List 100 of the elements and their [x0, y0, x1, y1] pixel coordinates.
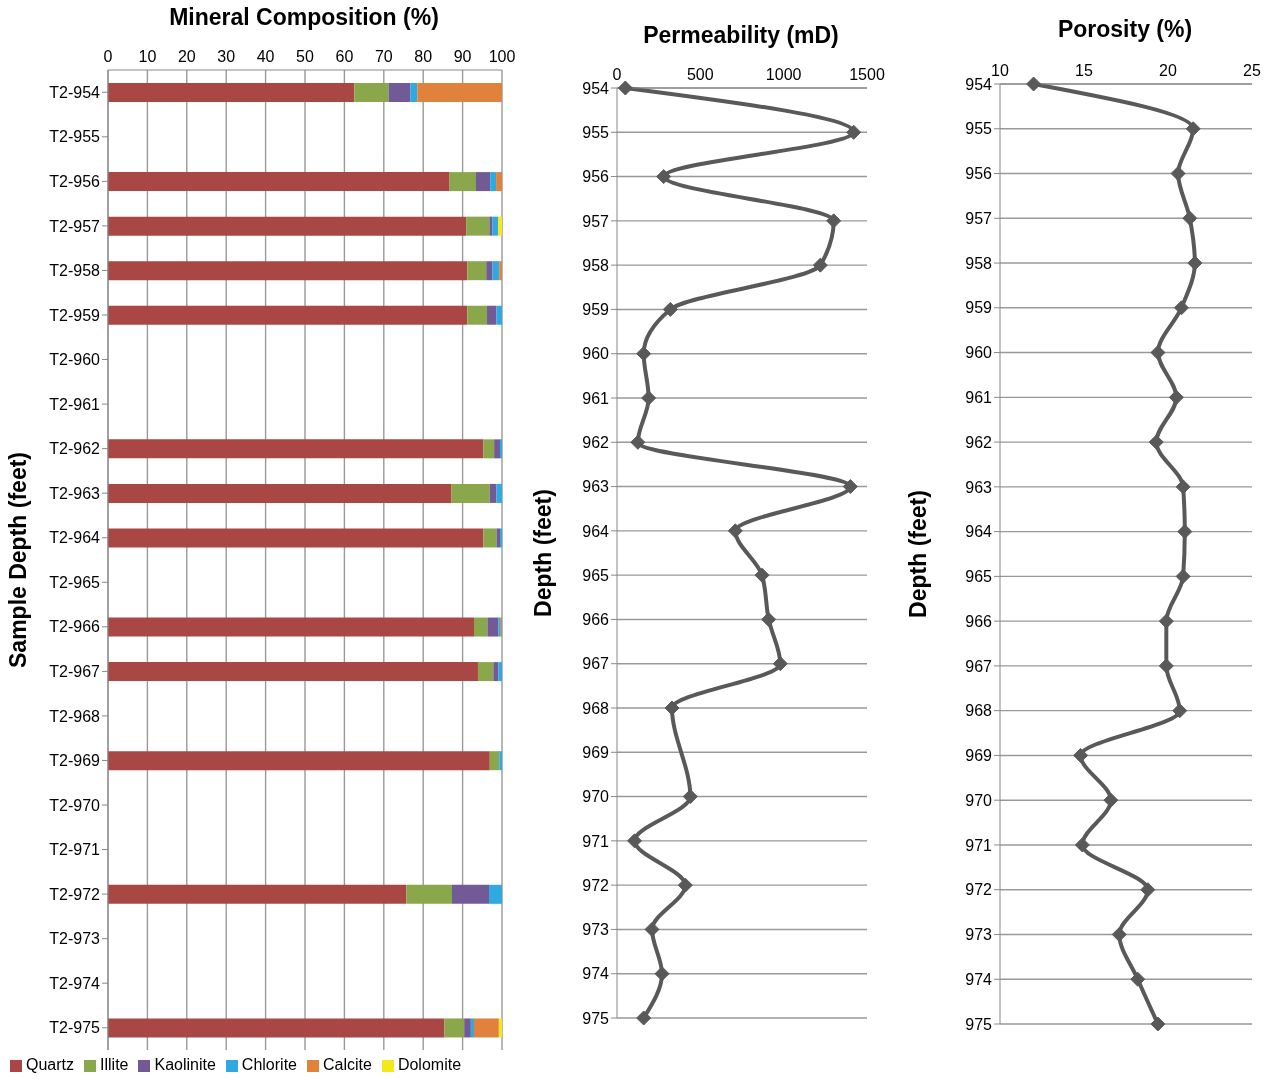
y-tick-label: T2-973	[49, 930, 101, 948]
point	[662, 301, 678, 317]
bar	[490, 172, 497, 192]
chart-title: Porosity (%)	[1056, 16, 1194, 43]
y-tick-label: T2-966	[49, 618, 101, 636]
y-tick-label: 969	[582, 743, 610, 761]
bar	[487, 305, 497, 325]
x-tick-label: 100	[488, 48, 516, 65]
y-tick-label: 966	[582, 611, 610, 629]
y-tick-label: T2-969	[49, 752, 101, 770]
y-tick-label: 963	[965, 478, 993, 496]
y-tick-label: 967	[582, 655, 610, 673]
point	[1175, 568, 1191, 584]
x-tick-label: 80	[414, 48, 433, 65]
y-tick-label: T2-959	[49, 306, 101, 324]
y-axis-title: Depth (feet)	[530, 489, 557, 617]
bar	[496, 528, 501, 548]
bar	[498, 1018, 502, 1038]
point	[846, 124, 862, 140]
legend-label: Calcite	[322, 1056, 372, 1073]
y-tick-label: 973	[582, 921, 610, 939]
bar	[108, 617, 475, 637]
point	[1074, 837, 1090, 853]
x-tick-label: 500	[686, 66, 714, 83]
bar	[108, 1018, 445, 1038]
chart-title: Permeability (mD)	[642, 22, 840, 49]
bar	[487, 617, 499, 637]
point	[754, 567, 770, 583]
bar	[496, 483, 502, 503]
point	[842, 479, 858, 495]
point	[1173, 300, 1189, 316]
y-tick-label: T2-963	[49, 484, 101, 502]
bar	[498, 662, 502, 682]
point	[1130, 971, 1146, 987]
y-tick-label: T2-954	[49, 83, 101, 101]
bar	[467, 305, 488, 325]
y-tick-label: 960	[965, 344, 993, 362]
y-tick-label: 956	[965, 165, 993, 183]
bar	[354, 83, 389, 102]
point	[1150, 1016, 1166, 1032]
bar	[489, 216, 493, 236]
chart-title: Mineral Composition (%)	[168, 4, 440, 31]
point	[772, 656, 788, 672]
bar	[474, 617, 488, 637]
bar	[489, 884, 502, 904]
y-tick-label: 957	[965, 209, 993, 227]
point	[1111, 926, 1127, 942]
point	[644, 921, 660, 937]
y-tick-label: 959	[582, 301, 610, 319]
point	[654, 966, 670, 982]
y-tick-label: 967	[965, 657, 993, 675]
y-tick-label: T2-958	[49, 262, 101, 280]
point	[1026, 76, 1042, 92]
legend-label: Quartz	[26, 1056, 75, 1073]
y-tick-label: 955	[965, 120, 993, 138]
y-tick-label: 969	[965, 747, 993, 765]
bar	[108, 261, 468, 281]
bar	[498, 216, 502, 236]
bar	[410, 83, 418, 102]
y-tick-label: 961	[965, 389, 993, 407]
y-tick-label: 964	[965, 523, 993, 541]
point	[677, 877, 693, 893]
y-tick-label: T2-974	[49, 974, 101, 992]
x-tick-label: 40	[256, 48, 275, 65]
y-tick-label: 965	[965, 568, 993, 586]
y-tick-label: T2-967	[49, 663, 101, 681]
y-tick-label: 962	[965, 433, 993, 451]
point	[727, 523, 743, 539]
y-tick-label: T2-957	[49, 217, 101, 235]
bar	[108, 751, 490, 771]
legend-label: Chlorite	[241, 1056, 297, 1073]
y-tick-label: T2-964	[49, 529, 101, 547]
y-tick-label: 972	[965, 881, 993, 899]
bar	[499, 261, 502, 281]
y-tick-label: T2-960	[49, 351, 101, 369]
x-tick-label: 20	[177, 48, 196, 65]
bar	[108, 483, 452, 503]
bar	[108, 83, 355, 102]
y-tick-label: 966	[965, 612, 993, 630]
legend-label: Kaolinite	[154, 1056, 216, 1073]
y-tick-label: 954	[582, 79, 610, 97]
point	[1140, 882, 1156, 898]
x-tick-label: 60	[335, 48, 354, 65]
point	[1073, 747, 1089, 763]
y-tick-label: T2-956	[49, 173, 101, 191]
point	[1150, 345, 1166, 361]
y-tick-label: T2-965	[49, 573, 101, 591]
legend-label: Illite	[100, 1056, 129, 1073]
y-tick-label: 956	[582, 168, 610, 186]
x-tick-label: 10	[138, 48, 157, 65]
y-tick-label: 974	[965, 970, 993, 988]
bar	[492, 216, 499, 236]
bar	[474, 1018, 499, 1038]
bar	[477, 662, 494, 682]
x-tick-label: 10	[991, 62, 1009, 79]
point	[1168, 389, 1184, 405]
y-tick-label: 954	[965, 75, 993, 93]
bar	[388, 83, 411, 102]
y-axis-title: Sample Depth (feet)	[5, 452, 32, 668]
bar	[493, 662, 499, 682]
